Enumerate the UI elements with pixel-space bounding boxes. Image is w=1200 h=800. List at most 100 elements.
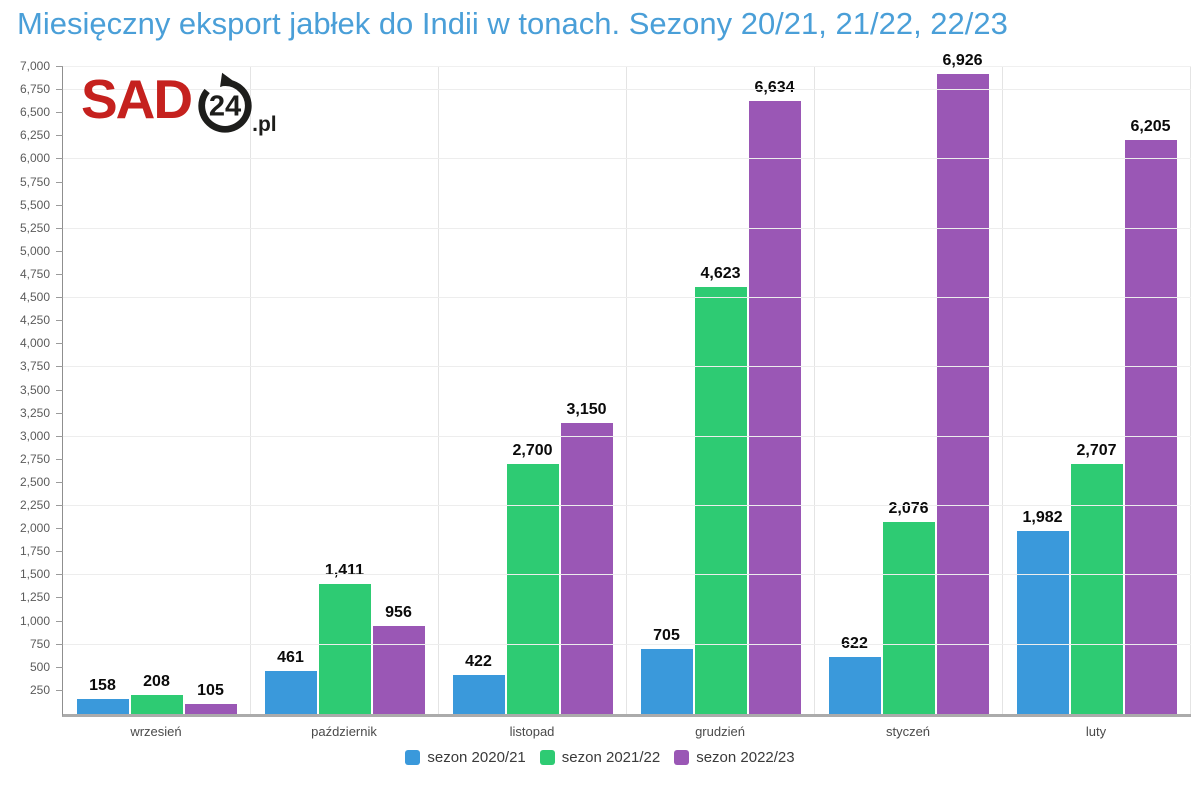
h-gridline bbox=[63, 643, 1191, 645]
bar-value-label: 422 bbox=[465, 653, 492, 670]
legend-item-sezon-2020-21[interactable]: sezon 2020/21 bbox=[405, 749, 526, 766]
y-tick-label: 1,750 bbox=[19, 544, 50, 559]
bar-sezon-2021-22: 1,411 bbox=[318, 562, 371, 714]
y-tick-mark bbox=[56, 227, 63, 229]
y-tick-mark bbox=[56, 181, 63, 183]
y-tick-mark bbox=[56, 343, 63, 345]
x-axis-labels: wrzesień październik listopad grudzień stycz… bbox=[62, 724, 1190, 739]
y-tick-label: 5,000 bbox=[19, 243, 50, 258]
y-tick-label: 750 bbox=[29, 636, 50, 651]
y-tick-mark bbox=[56, 597, 63, 599]
bar-sezon-2021-22: 2,076 bbox=[882, 500, 935, 714]
y-tick-label: 2,500 bbox=[19, 474, 50, 489]
y-tick-mark bbox=[56, 66, 63, 67]
y-tick-label: 1,500 bbox=[19, 567, 50, 582]
legend-swatch bbox=[405, 750, 421, 765]
h-gridline bbox=[63, 366, 1191, 368]
bar-value-label: 6,205 bbox=[1130, 118, 1171, 136]
h-gridline bbox=[63, 297, 1191, 299]
y-tick-mark bbox=[56, 551, 63, 553]
x-category-label: styczeń bbox=[885, 724, 931, 739]
legend-label: sezon 2021/22 bbox=[561, 749, 661, 766]
category-group-wrzesień: 158 208 105 bbox=[63, 67, 251, 714]
sad24-logo: SAD 24 .pl bbox=[81, 72, 277, 137]
h-gridline bbox=[63, 89, 1191, 91]
y-tick-label: 7,000 bbox=[19, 59, 50, 73]
y-tick-mark bbox=[56, 158, 63, 160]
bar-sezon-2022-23: 105 bbox=[184, 682, 237, 714]
bar-value-label: 622 bbox=[841, 634, 868, 652]
y-tick-label: 250 bbox=[29, 682, 50, 697]
y-tick-mark bbox=[56, 89, 63, 91]
bar-value-label: 3,150 bbox=[566, 400, 607, 418]
category-group-luty: 1,982 2,707 6,205 bbox=[1003, 67, 1191, 714]
legend-item-sezon-2022-23[interactable]: sezon 2022/23 bbox=[674, 749, 795, 766]
bar-sezon-2022-23: 6,634 bbox=[748, 79, 801, 714]
category-group-grudzień: 705 4,623 6,634 bbox=[627, 67, 815, 714]
bar-sezon-2020-21: 461 bbox=[264, 649, 317, 714]
y-tick-label: 1,250 bbox=[19, 590, 50, 605]
y-tick-mark bbox=[56, 135, 63, 137]
y-tick-mark bbox=[56, 689, 63, 691]
y-tick-label: 2,000 bbox=[19, 521, 50, 536]
bar-value-label: 2,707 bbox=[1076, 441, 1117, 459]
y-tick-label: 3,250 bbox=[19, 405, 50, 420]
x-category-label: listopad bbox=[509, 724, 555, 739]
bar-sezon-2020-21: 622 bbox=[828, 635, 881, 714]
logo-badge-number: 24 bbox=[209, 91, 242, 123]
y-tick-mark bbox=[56, 366, 63, 368]
y-tick-label: 2,750 bbox=[19, 451, 50, 466]
x-category-label: październik bbox=[311, 724, 377, 739]
bar-sezon-2021-22: 4,623 bbox=[694, 265, 747, 714]
y-tick-mark bbox=[56, 620, 63, 622]
bar-sezon-2020-21: 158 bbox=[76, 677, 129, 714]
bar-sezon-2022-23: 3,150 bbox=[560, 401, 613, 714]
y-tick-mark bbox=[56, 389, 63, 391]
y-tick-mark bbox=[56, 458, 63, 460]
h-gridline bbox=[63, 505, 1191, 507]
bar-value-label: 956 bbox=[385, 603, 412, 621]
legend-item-sezon-2021-22[interactable]: sezon 2021/22 bbox=[539, 749, 661, 766]
y-tick-label: 6,750 bbox=[19, 82, 50, 97]
y-tick-mark bbox=[56, 643, 63, 645]
y-tick-label: 3,000 bbox=[19, 428, 50, 443]
y-tick-mark bbox=[56, 574, 63, 576]
bar-value-label: 1,411 bbox=[324, 561, 365, 579]
bar-value-label: 1,982 bbox=[1022, 508, 1063, 526]
y-tick-label: 4,750 bbox=[19, 266, 50, 281]
y-tick-label: 3,750 bbox=[19, 359, 50, 374]
y-tick-mark bbox=[56, 112, 63, 114]
chart-title: Miesięczny eksport jabłek do Indii w ton… bbox=[17, 6, 1008, 41]
x-category-label: grudzień bbox=[695, 724, 745, 739]
bar-value-label: 4,623 bbox=[700, 264, 741, 282]
bar-value-label: 6,926 bbox=[942, 51, 983, 69]
legend-label: sezon 2022/23 bbox=[696, 749, 795, 766]
h-gridline bbox=[63, 227, 1191, 229]
plot-area: 158 208 105 461 1,411 956 422 2,700 3,150 705 4,62… bbox=[56, 52, 1191, 717]
y-tick-mark bbox=[56, 481, 63, 483]
h-gridline bbox=[63, 435, 1191, 437]
y-tick-label: 6,000 bbox=[19, 151, 50, 166]
bar-sezon-2020-21: 1,982 bbox=[1016, 509, 1069, 714]
y-tick-label: 1,000 bbox=[19, 613, 50, 628]
bar-sezon-2022-23: 956 bbox=[372, 604, 425, 714]
logo-24-circle-arrow-icon: 24 bbox=[198, 72, 252, 133]
y-tick-label: 3,500 bbox=[19, 382, 50, 397]
y-axis: 250 500 750 1,000 1,250 1,500 1,750 2,000 2,250 2… bbox=[0, 60, 56, 713]
y-tick-mark bbox=[56, 505, 63, 507]
y-tick-label: 6,500 bbox=[19, 105, 50, 120]
bar-sezon-2021-22: 208 bbox=[130, 673, 183, 714]
bar-value-label: 6,634 bbox=[754, 78, 795, 96]
y-tick-label: 5,750 bbox=[19, 174, 50, 189]
bar-sezon-2021-22: 2,700 bbox=[506, 442, 559, 714]
y-tick-label: 6,250 bbox=[19, 128, 50, 143]
y-tick-label: 4,000 bbox=[19, 336, 50, 351]
bar-groups: 158 208 105 461 1,411 956 422 2,700 3,150 705 4,62… bbox=[63, 52, 1191, 714]
bar-value-label: 105 bbox=[197, 682, 224, 700]
category-group-listopad: 422 2,700 3,150 bbox=[439, 67, 627, 714]
y-tick-mark bbox=[56, 528, 63, 530]
y-tick-label: 2,250 bbox=[19, 498, 50, 513]
x-category-label: luty bbox=[1085, 724, 1107, 739]
bar-value-label: 208 bbox=[143, 672, 170, 690]
